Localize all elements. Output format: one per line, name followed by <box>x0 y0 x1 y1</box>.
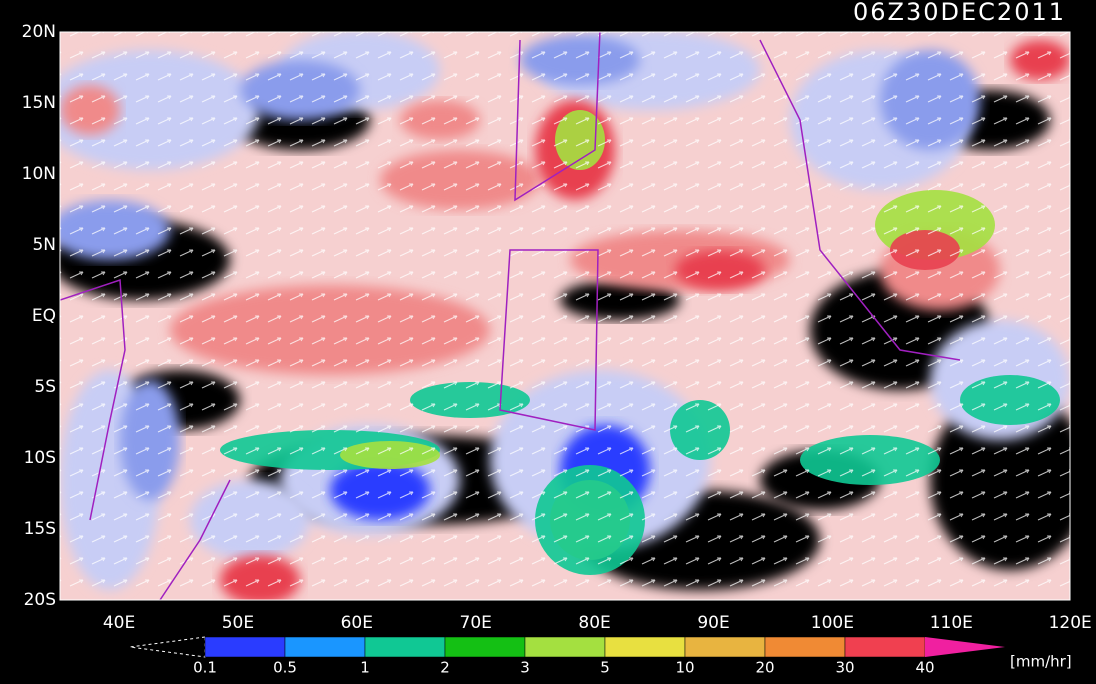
colorbar-label: 5 <box>600 659 610 677</box>
wind-vectors <box>60 32 1070 600</box>
colorbar-label: 1 <box>360 659 370 677</box>
colorbar-segment <box>524 636 606 658</box>
lat-label: 5N <box>32 235 56 255</box>
colorbar-label: 0.5 <box>273 659 297 677</box>
colorbar-label: 10 <box>675 659 694 677</box>
colorbar-segment <box>204 636 286 658</box>
colorbar: 0.1 0.5 1 2 3 5 10 20 30 40 [mm/hr] <box>129 636 1072 677</box>
colorbar-label: 2 <box>440 659 450 677</box>
map-title: 06Z30DEC2011 <box>853 0 1066 26</box>
colorbar-over <box>925 637 1005 657</box>
colorbar-label: 40 <box>915 659 934 677</box>
colorbar-segment <box>364 636 446 658</box>
coastline <box>60 32 961 600</box>
lat-label: 10N <box>22 164 56 184</box>
map-area <box>60 32 1070 600</box>
lat-label: 10S <box>24 448 56 468</box>
lon-label: 100E <box>811 613 854 633</box>
colorbar-segment <box>764 636 846 658</box>
lat-label: 5S <box>34 377 56 397</box>
colorbar-segment <box>444 636 526 658</box>
lat-label: 20N <box>22 22 56 42</box>
lon-label: 60E <box>341 613 373 633</box>
colorbar-under <box>129 636 206 658</box>
colorbar-segment <box>604 636 686 658</box>
lon-label: 110E <box>930 613 973 633</box>
lon-label: 40E <box>103 613 135 633</box>
colorbar-label: 3 <box>520 659 530 677</box>
lon-label: 90E <box>697 613 729 633</box>
lon-label: 120E <box>1049 613 1092 633</box>
axes: 20N 15N 10N 5N EQ 5S 10S 15S 20S 40E 50E 60E 70E 80E 9… <box>22 22 1092 633</box>
map-frame <box>59 31 1071 601</box>
colorbar-label: 20 <box>755 659 774 677</box>
colorbar-unit: [mm/hr] <box>1010 653 1072 671</box>
lon-label: 80E <box>578 613 610 633</box>
colorbar-segment <box>844 636 926 658</box>
lat-label: 15S <box>24 519 56 539</box>
colorbar-label: 0.1 <box>193 659 217 677</box>
lat-label: 20S <box>24 590 56 610</box>
lon-label: 50E <box>222 613 254 633</box>
colorbar-segment <box>684 636 766 658</box>
colorbar-segment <box>284 636 366 658</box>
lat-label: EQ <box>32 306 56 326</box>
lon-label: 70E <box>460 613 492 633</box>
lat-label: 15N <box>22 93 56 113</box>
colorbar-label: 30 <box>835 659 854 677</box>
